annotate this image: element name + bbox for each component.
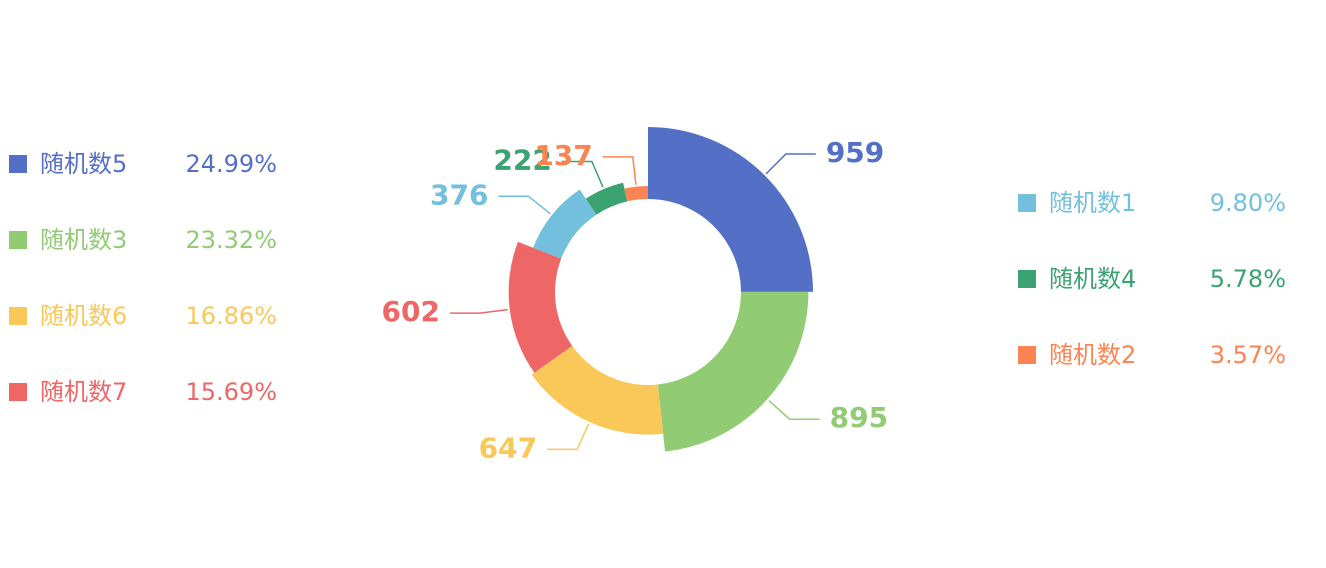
legend-swatch <box>1018 194 1036 212</box>
legend-item-series-6[interactable]: 随机数6 16.86% <box>9 301 277 331</box>
legend-item-series-4[interactable]: 随机数4 5.78% <box>1018 264 1286 294</box>
value-label-series-5: 959 <box>826 136 884 169</box>
value-label-series-3: 895 <box>830 401 888 434</box>
legend-percent: 16.86% <box>185 302 277 330</box>
legend-item-series-5[interactable]: 随机数5 24.99% <box>9 149 277 179</box>
value-label-series-7: 602 <box>381 295 439 328</box>
leader-line-series-6 <box>547 423 590 451</box>
slice-series-2[interactable] <box>624 186 648 202</box>
legend-label: 随机数3 <box>40 226 128 254</box>
legend-percent: 24.99% <box>185 150 277 178</box>
leader-line-series-7 <box>449 308 508 314</box>
legend-swatch <box>9 383 27 401</box>
legend-swatch <box>9 155 27 173</box>
legend-label: 随机数1 <box>1049 189 1137 217</box>
slice-series-4[interactable] <box>585 182 628 215</box>
slice-series-6[interactable] <box>531 345 664 435</box>
value-label-series-1: 376 <box>430 178 488 211</box>
legend-item-series-7[interactable]: 随机数7 15.69% <box>9 377 277 407</box>
slice-series-7[interactable] <box>508 241 573 373</box>
value-label-series-6: 647 <box>479 431 537 464</box>
leader-line-series-3 <box>768 399 820 420</box>
value-label-series-4: 222 <box>493 143 551 176</box>
legend-percent: 15.69% <box>185 378 277 406</box>
legend-label: 随机数7 <box>40 378 128 406</box>
legend-label: 随机数2 <box>1049 341 1137 369</box>
legend-percent: 3.57% <box>1209 341 1286 369</box>
leader-line-series-5 <box>765 153 816 175</box>
leader-line-series-1 <box>498 195 551 215</box>
legend-swatch <box>9 231 27 249</box>
legend-swatch <box>9 307 27 325</box>
leader-line-series-2 <box>602 156 637 185</box>
leader-line-series-4 <box>561 160 604 188</box>
legend-label: 随机数4 <box>1049 265 1137 293</box>
slice-series-5[interactable] <box>648 127 813 292</box>
legend-label: 随机数6 <box>40 302 128 330</box>
value-label-series-2: 137 <box>534 139 592 172</box>
legend-percent: 9.80% <box>1209 189 1286 217</box>
legend-item-series-2[interactable]: 随机数2 3.57% <box>1018 340 1286 370</box>
legend-item-series-1[interactable]: 随机数1 9.80% <box>1018 188 1286 218</box>
legend-percent: 23.32% <box>185 226 277 254</box>
slice-series-3[interactable] <box>657 291 809 452</box>
legend-item-series-3[interactable]: 随机数3 23.32% <box>9 225 277 255</box>
legend-percent: 5.78% <box>1209 265 1286 293</box>
legend-swatch <box>1018 346 1036 364</box>
legend-label: 随机数5 <box>40 150 128 178</box>
slice-series-1[interactable] <box>533 189 597 259</box>
legend-swatch <box>1018 270 1036 288</box>
